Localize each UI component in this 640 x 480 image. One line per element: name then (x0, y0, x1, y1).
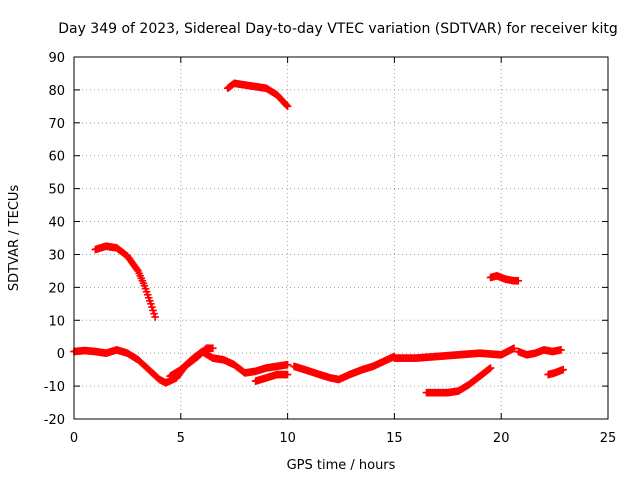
x-axis-label: GPS time / hours (287, 458, 396, 473)
y-tick-label: 70 (48, 117, 65, 132)
plot-frame (73, 56, 609, 420)
data-point (514, 276, 523, 285)
x-tick-label: 25 (600, 431, 617, 446)
data-point (141, 284, 150, 293)
data-point (283, 360, 292, 369)
data-point (146, 297, 154, 305)
data-point (150, 309, 158, 318)
data-point (283, 102, 292, 111)
chart-title: Day 349 of 2023, Sidereal Day-to-day VTE… (58, 21, 618, 37)
data-point (510, 344, 518, 353)
x-tick-label: 0 (70, 431, 78, 446)
data-point (147, 300, 155, 308)
y-tick-label: 90 (48, 51, 65, 66)
x-tick-label: 5 (177, 431, 185, 446)
grid (74, 57, 608, 419)
data-point (209, 344, 217, 353)
y-axis-label: SDTVAR / TECUs (7, 185, 22, 292)
data-point (283, 370, 292, 379)
y-tick-label: 50 (48, 183, 65, 198)
y-tick-label: -20 (44, 413, 65, 428)
data-point (140, 281, 149, 290)
y-tick-label: 10 (48, 314, 65, 329)
data-point (151, 313, 159, 321)
data-point (148, 303, 156, 311)
data-point (144, 293, 153, 302)
data-point (282, 101, 291, 110)
data-point (557, 346, 565, 354)
y-tick-label: -10 (44, 380, 65, 395)
y-tick-label: 30 (48, 248, 65, 263)
y-tick-label: 60 (48, 150, 65, 165)
x-tick-label: 15 (386, 431, 403, 446)
data-point (559, 365, 567, 374)
data-point (486, 364, 495, 372)
x-tick-label: 20 (493, 431, 510, 446)
y-tick-label: 20 (48, 281, 65, 296)
y-tick-label: 40 (48, 216, 65, 231)
axes: -20 -10 0 10 20 30 40 50 60 70 80 90 0 5 10 15 20 25 (44, 51, 617, 446)
data-point (143, 290, 152, 299)
data-points (70, 79, 567, 397)
data-point (149, 306, 157, 315)
y-tick-label: 80 (48, 84, 65, 99)
data-point (485, 365, 494, 373)
x-tick-label: 10 (279, 431, 296, 446)
data-point (142, 287, 151, 296)
y-tick-label: 0 (57, 347, 65, 362)
